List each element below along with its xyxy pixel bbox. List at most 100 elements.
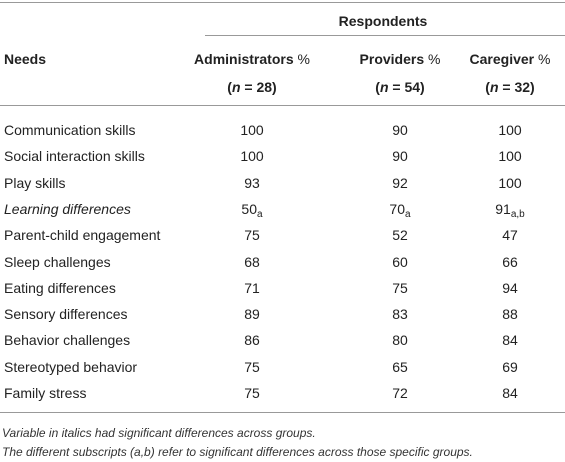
cell: 75	[244, 358, 260, 376]
cell-value: 60	[392, 253, 408, 270]
cell: 88	[502, 305, 518, 323]
footnote: The different subscripts (a,b) refer to …	[2, 445, 473, 459]
cell-value: 100	[498, 122, 522, 138]
cell: 89	[244, 305, 260, 323]
cell: 94	[502, 279, 518, 297]
group-header: Respondents	[338, 13, 428, 29]
cell-value: 92	[392, 174, 408, 191]
n-part: (	[485, 79, 490, 95]
cell-value: 47	[502, 227, 518, 244]
cell: 86	[244, 331, 260, 349]
cell-value: 86	[244, 332, 260, 349]
rule	[205, 35, 565, 36]
row-label: Sensory differences	[4, 306, 128, 323]
cell: 80	[392, 331, 408, 349]
row-label: Communication skills	[4, 122, 136, 138]
cell-value: 100	[498, 148, 522, 165]
cell-value: 65	[392, 358, 408, 375]
cell-value: 75	[244, 227, 260, 244]
cell-value: 50	[241, 200, 258, 217]
column-unit: %	[538, 51, 551, 67]
cell-value: 80	[392, 332, 408, 349]
cell-subscript: a	[257, 208, 263, 220]
rule	[0, 2, 565, 3]
cell-value: 90	[392, 148, 408, 165]
cell-value: 93	[244, 174, 260, 191]
n-part: (	[375, 79, 380, 95]
column-label: Caregiver	[469, 51, 535, 67]
cell-value: 100	[240, 122, 264, 138]
column-label: Providers	[359, 51, 425, 67]
column-n: (n = 32)	[485, 78, 534, 96]
cell-value: 83	[392, 306, 408, 323]
cell-value: 84	[502, 385, 518, 401]
column-header: Providers %	[360, 50, 441, 68]
cell-subscript: a	[405, 208, 411, 220]
cell: 84	[502, 331, 518, 349]
row-label: Sleep challenges	[4, 253, 111, 270]
cell: 71	[244, 279, 260, 297]
n-part: (	[227, 79, 232, 95]
cell: 50a	[241, 200, 262, 224]
cell: 66	[502, 253, 518, 271]
cell: 90	[392, 121, 408, 139]
cell: 68	[244, 253, 260, 271]
column-n: (n = 54)	[375, 78, 424, 96]
cell-value: 100	[240, 148, 264, 165]
cell-subscript: a,b	[510, 208, 525, 220]
cell: 52	[392, 226, 408, 244]
cell: 70a	[389, 200, 410, 224]
cell: 83	[392, 305, 408, 323]
cell-value: 89	[244, 306, 260, 323]
cell-value: 84	[502, 332, 518, 349]
column-header: Caregiver %	[470, 50, 551, 68]
rule	[0, 105, 565, 106]
column-unit: %	[428, 51, 441, 67]
cell: 100	[498, 121, 521, 139]
cell: 84	[502, 384, 518, 402]
cell-value: 75	[244, 385, 260, 401]
row-label: Social interaction skills	[4, 148, 145, 165]
rule	[0, 412, 565, 413]
column-n: (n = 28)	[227, 78, 276, 96]
row-label: Learning differences	[4, 200, 131, 217]
footnote: Variable in italics had significant diff…	[2, 426, 316, 440]
cell: 100	[240, 147, 263, 165]
cell: 60	[392, 253, 408, 271]
row-label: Family stress	[4, 385, 87, 401]
cell-value: 91	[495, 200, 511, 217]
cell-value: 71	[244, 279, 260, 296]
row-label: Behavior challenges	[4, 332, 131, 349]
row-label: Stereotyped behavior	[4, 358, 138, 375]
cell: 100	[240, 121, 263, 139]
n-part: n	[379, 79, 389, 95]
cell-value: 69	[502, 358, 518, 375]
row-label: Parent-child engagement	[4, 227, 161, 244]
cell: 75	[392, 279, 408, 297]
n-part: = 54)	[388, 79, 425, 95]
cell-value: 88	[502, 306, 518, 323]
cell: 90	[392, 147, 408, 165]
cell-value: 52	[392, 227, 408, 244]
cell-value: 72	[392, 385, 408, 401]
first-header: Needs	[4, 51, 47, 67]
cell-value: 90	[392, 122, 408, 138]
cell: 69	[502, 358, 518, 376]
row-label: Play skills	[4, 174, 66, 191]
n-part: = 32)	[498, 79, 535, 95]
cell: 75	[244, 384, 260, 402]
n-part: n	[489, 79, 499, 95]
cell: 92	[392, 174, 408, 192]
cell-value: 68	[244, 253, 260, 270]
cell-value: 94	[502, 279, 518, 296]
cell: 93	[244, 174, 260, 192]
n-part: n	[231, 79, 241, 95]
cell-value: 75	[244, 358, 260, 375]
cell: 100	[498, 147, 521, 165]
cell-value: 70	[389, 200, 406, 217]
column-label: Administrators	[194, 51, 294, 67]
cell: 65	[392, 358, 408, 376]
column-header: Administrators %	[194, 50, 310, 68]
cell: 72	[392, 384, 408, 402]
